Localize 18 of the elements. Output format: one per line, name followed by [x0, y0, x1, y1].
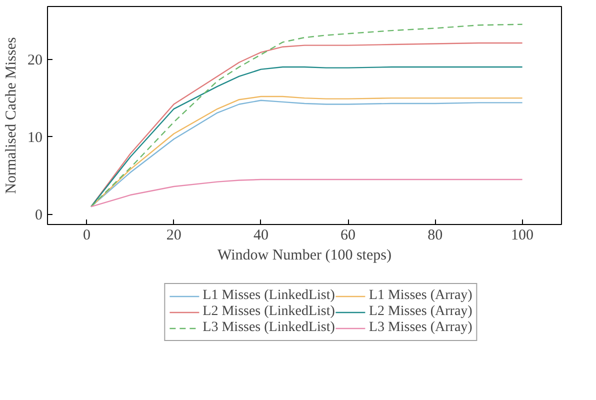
legend-label: L3 Misses (LinkedList): [202, 320, 335, 336]
y-tick-label: 10: [28, 130, 42, 146]
x-tick-label: 40: [253, 228, 268, 244]
y-tick-label: 20: [28, 52, 42, 68]
legend-label: L1 Misses (Array): [368, 288, 472, 304]
legend-label: L2 Misses (LinkedList): [202, 304, 335, 320]
line-series: [90, 178, 523, 208]
legend-label: L3 Misses (Array): [368, 320, 472, 336]
x-tick-label: 80: [428, 228, 443, 244]
legend-label: L1 Misses (LinkedList): [202, 288, 335, 304]
y-tick-label: 0: [35, 207, 42, 224]
x-tick-label: 0: [82, 228, 90, 244]
x-axis-title: Window Number (100 steps): [218, 248, 392, 264]
legend-label: L2 Misses (Array): [368, 304, 472, 320]
x-tick-label: 60: [340, 228, 356, 244]
y-axis-title: Normalised Cache Misses: [4, 37, 20, 194]
x-tick-label: 20: [166, 228, 182, 244]
x-tick-label: 100: [511, 228, 534, 244]
